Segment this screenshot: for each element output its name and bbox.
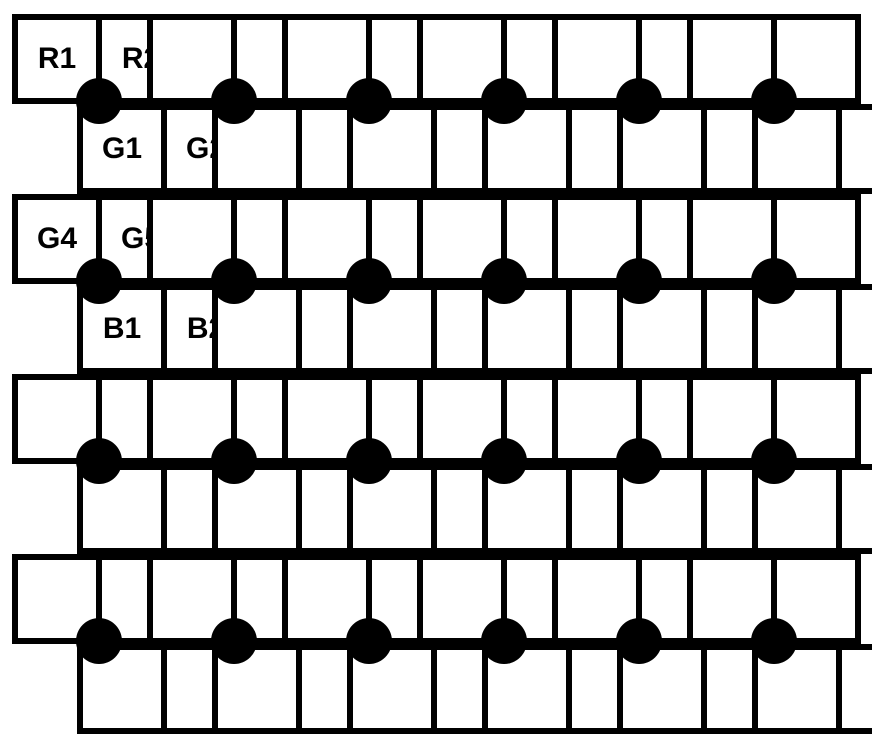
- cell: [836, 104, 872, 194]
- node-dot: [616, 78, 662, 124]
- cell: [836, 284, 872, 374]
- node-dot: [481, 438, 527, 484]
- cell: [836, 464, 872, 554]
- node-dot: [76, 78, 122, 124]
- node-dot: [76, 258, 122, 304]
- node-dot: [76, 438, 122, 484]
- node-dot: [211, 438, 257, 484]
- node-dot: [481, 78, 527, 124]
- node-dot: [481, 618, 527, 664]
- node-dot: [211, 258, 257, 304]
- node-dot: [346, 438, 392, 484]
- node-dot: [211, 618, 257, 664]
- cell: [836, 644, 872, 734]
- node-dot: [481, 258, 527, 304]
- node-dot: [616, 618, 662, 664]
- node-dot: [346, 78, 392, 124]
- pixel-layout-diagram: R1R2G1G2G4G5B1B2: [0, 0, 872, 736]
- node-dot: [211, 78, 257, 124]
- node-dot: [751, 78, 797, 124]
- node-dot: [751, 618, 797, 664]
- node-dot: [346, 618, 392, 664]
- node-dot: [76, 618, 122, 664]
- node-dot: [346, 258, 392, 304]
- node-dot: [616, 258, 662, 304]
- node-dot: [751, 438, 797, 484]
- node-dot: [616, 438, 662, 484]
- node-dot: [751, 258, 797, 304]
